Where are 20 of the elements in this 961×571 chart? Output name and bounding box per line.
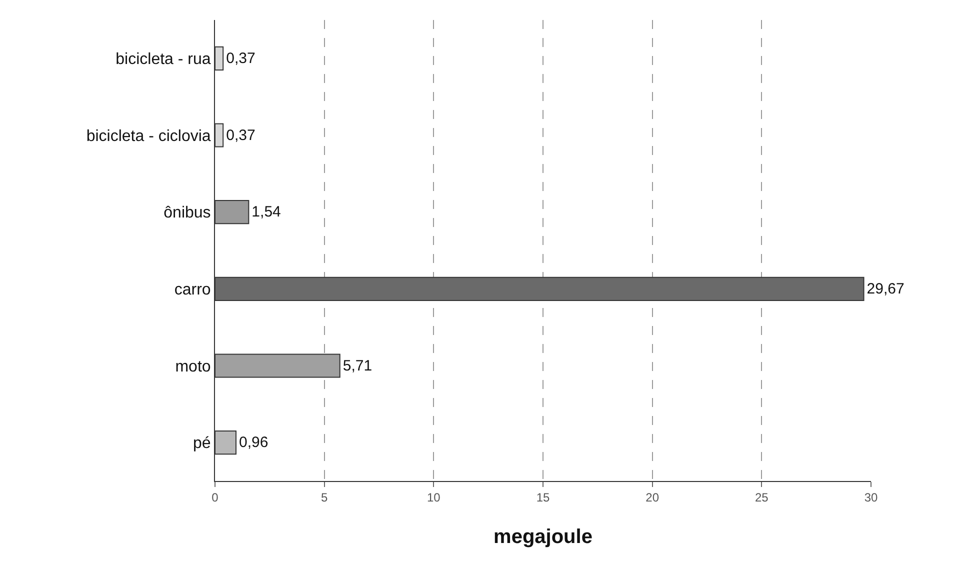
data-label: 29,67	[866, 280, 904, 298]
data-label: 1,54	[252, 204, 281, 221]
x-tick-label: 30	[864, 490, 878, 504]
data-label: 5,71	[342, 357, 372, 374]
data-label: 0,96	[238, 434, 268, 452]
x-tick-label: 5	[320, 490, 328, 504]
data-label: 0,37	[226, 126, 256, 144]
x-tick-label: 25	[754, 490, 769, 504]
y-tick-label: moto	[175, 358, 211, 376]
data-label: 0,37	[226, 50, 256, 67]
x-tick-label: 0	[212, 490, 219, 504]
y-tick-label: bicicleta - rua	[116, 51, 211, 68]
x-tick-label: 10	[426, 490, 441, 504]
x-axis-title: megajoule	[494, 526, 592, 548]
x-tick-label: 20	[646, 490, 660, 504]
y-tick-label: carro	[174, 282, 211, 299]
y-tick-label: bicicleta - ciclovia	[86, 128, 211, 145]
y-tick-label: pé	[193, 435, 211, 452]
y-tick-label: ônibus	[164, 204, 211, 222]
x-tick-label: 15	[536, 490, 550, 504]
